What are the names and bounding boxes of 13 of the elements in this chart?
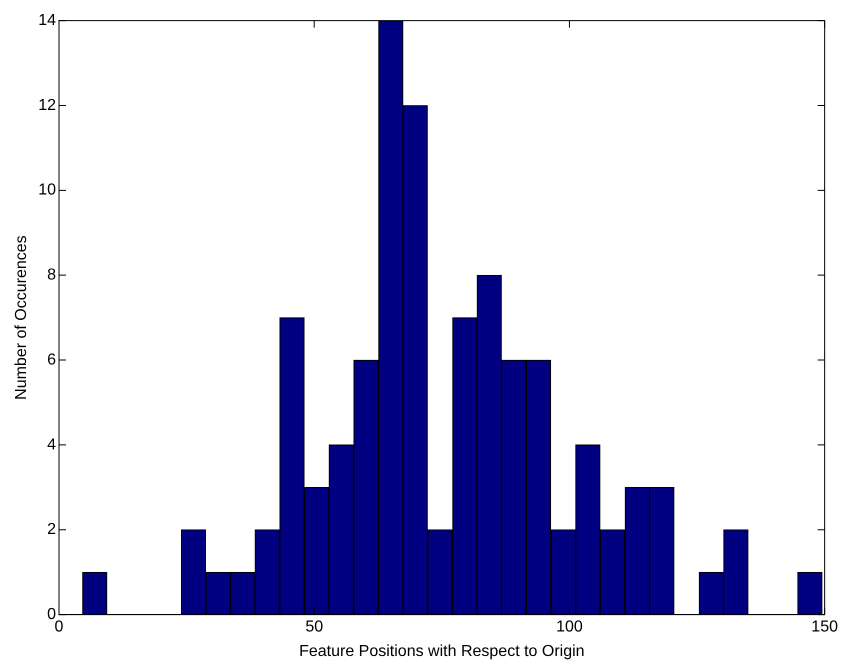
y-tick-label: 12 xyxy=(38,96,56,114)
y-tick-label: 10 xyxy=(38,182,56,199)
y-tick-label: 8 xyxy=(47,266,56,284)
x-tick-label: 150 xyxy=(811,618,838,636)
y-tick-label: 4 xyxy=(47,436,56,454)
x-tick-label: 50 xyxy=(305,618,324,636)
x-axis-title: Feature Positions with Respect to Origin xyxy=(299,642,585,660)
y-tick-label: 6 xyxy=(47,351,56,368)
x-tick-label: 100 xyxy=(556,618,583,636)
y-tick-label: 14 xyxy=(38,12,56,30)
y-axis-title: Number of Occurences xyxy=(13,235,30,400)
y-tick-label: 0 xyxy=(47,606,56,624)
y-tick-label: 2 xyxy=(47,521,56,538)
